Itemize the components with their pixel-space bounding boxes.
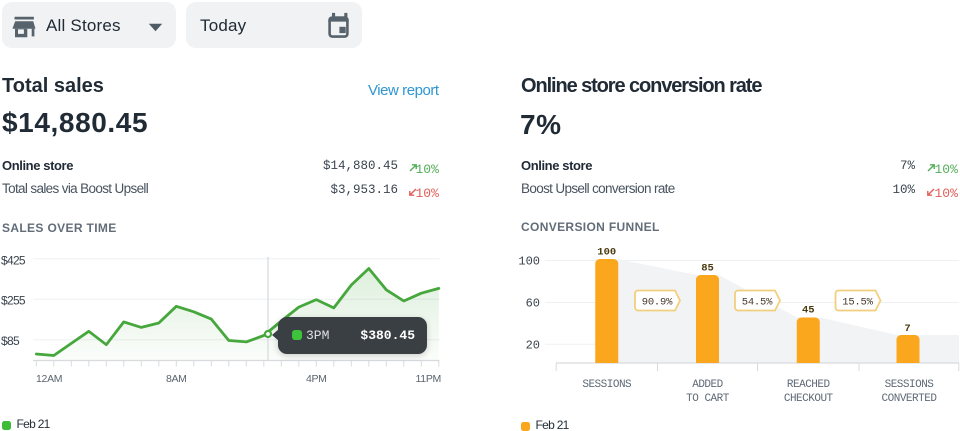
svg-text:SESSIONS: SESSIONS <box>582 379 632 391</box>
svg-text:ADDED: ADDED <box>692 379 723 391</box>
svg-text:TO CART: TO CART <box>686 393 730 405</box>
svg-text:8AM: 8AM <box>166 373 187 385</box>
svg-text:CHECKOUT: CHECKOUT <box>784 393 834 405</box>
svg-text:15.5%: 15.5% <box>842 297 873 309</box>
svg-text:100: 100 <box>597 247 616 259</box>
svg-text:$85: $85 <box>1 334 20 348</box>
svg-text:54.5%: 54.5% <box>742 297 773 309</box>
svg-text:SESSIONS: SESSIONS <box>885 379 935 391</box>
svg-text:11PM: 11PM <box>416 373 441 385</box>
svg-text:$425: $425 <box>1 253 26 267</box>
svg-text:4PM: 4PM <box>306 373 327 385</box>
svg-text:100: 100 <box>518 255 540 269</box>
svg-text:20: 20 <box>526 338 540 352</box>
svg-text:45: 45 <box>802 305 815 317</box>
svg-text:REACHED: REACHED <box>787 379 831 391</box>
svg-text:7: 7 <box>904 323 910 335</box>
svg-text:90.9%: 90.9% <box>642 297 673 309</box>
svg-text:60: 60 <box>526 297 540 311</box>
svg-text:85: 85 <box>701 263 714 275</box>
svg-text:12AM: 12AM <box>36 373 62 385</box>
svg-text:CONVERTED: CONVERTED <box>882 393 938 405</box>
svg-text:$255: $255 <box>1 294 26 308</box>
